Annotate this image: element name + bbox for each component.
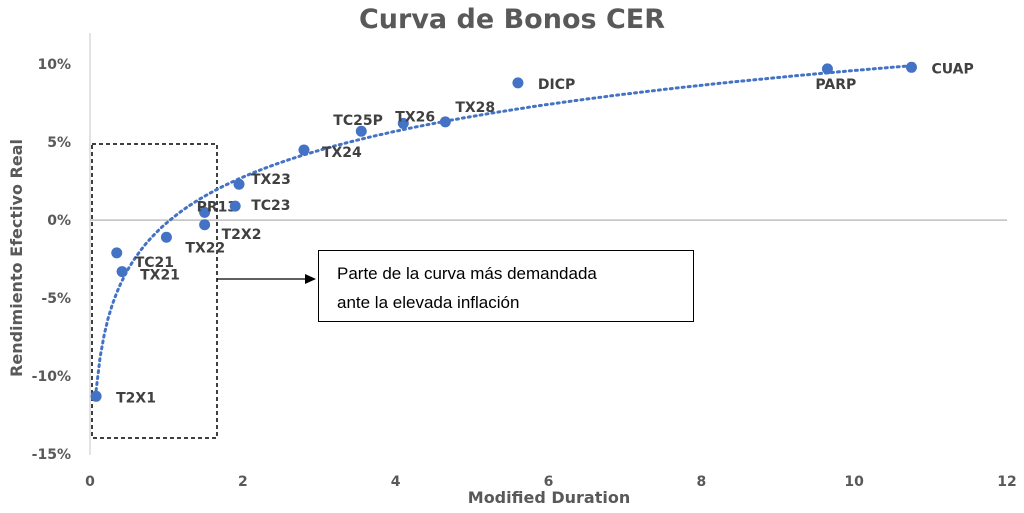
data-point-pr13	[199, 206, 211, 218]
ticks: 10% 5% 0% -5% -10% -15% 0 2 4 6 8 10 12	[32, 57, 1017, 490]
y-tick-label: -15%	[32, 447, 71, 463]
point-label-t2x2: T2X2	[222, 227, 262, 243]
callout-box: Parte de la curva más demandada ante la …	[318, 250, 694, 322]
x-tick-label: 0	[85, 474, 95, 490]
point-label-tc23: TC23	[251, 198, 290, 214]
x-tick-label: 4	[391, 474, 401, 490]
data-point-tx24	[298, 144, 310, 156]
point-label-tx21: TX21	[140, 268, 180, 284]
data-point-tx23	[233, 178, 245, 190]
trendline	[94, 64, 913, 392]
data-point-cuap	[905, 61, 917, 73]
callout-line-1: Parte de la curva más demandada	[337, 264, 597, 283]
point-label-tc21: TC21	[135, 255, 174, 271]
y-tick-label: 5%	[47, 135, 71, 151]
point-label-tx22: TX22	[185, 240, 225, 256]
point-label-cuap: CUAP	[931, 61, 973, 77]
point-label-tx26: TX26	[395, 109, 435, 125]
chart-title: Curva de Bonos CER	[359, 4, 665, 35]
point-label-tx23: TX23	[251, 172, 291, 188]
data-point-tx28	[439, 116, 451, 128]
x-tick-label: 12	[997, 474, 1016, 490]
callout-line-2: ante la elevada inflación	[337, 293, 520, 312]
point-label-tx24: TX24	[322, 145, 362, 161]
y-tick-label: 10%	[37, 57, 71, 73]
data-point-t2x1	[90, 390, 102, 402]
data-point-parp	[821, 63, 833, 75]
data-point-tx22	[160, 231, 172, 243]
callout-arrowhead	[305, 274, 316, 284]
data-point-tx26	[397, 117, 409, 129]
data-point-dicp	[512, 77, 524, 89]
point-label-dicp: DICP	[538, 77, 575, 93]
data-point-tc21	[111, 247, 123, 259]
data-point-tc25p	[355, 125, 367, 137]
point-label-tx28: TX28	[455, 100, 495, 116]
x-tick-label: 8	[696, 474, 706, 490]
point-label-t2x1: T2X1	[116, 390, 156, 406]
point-label-tc25p: TC25P	[333, 113, 383, 129]
y-tick-label: -5%	[41, 291, 71, 307]
y-axis-label: Rendimiento Efectivo Real	[7, 139, 26, 377]
y-tick-label: -10%	[32, 369, 71, 385]
point-label-pr13: PR13	[197, 199, 238, 215]
point-label-parp: PARP	[815, 77, 856, 93]
data-point-tx21	[116, 266, 128, 278]
y-tick-label: 0%	[47, 213, 71, 229]
x-tick-label: 10	[844, 474, 864, 490]
x-axis-label: Modified Duration	[468, 488, 630, 507]
data-point-t2x2	[199, 219, 211, 231]
x-tick-label: 2	[238, 474, 248, 490]
x-tick-label: 6	[544, 474, 554, 490]
data-point-tc23	[229, 200, 241, 212]
